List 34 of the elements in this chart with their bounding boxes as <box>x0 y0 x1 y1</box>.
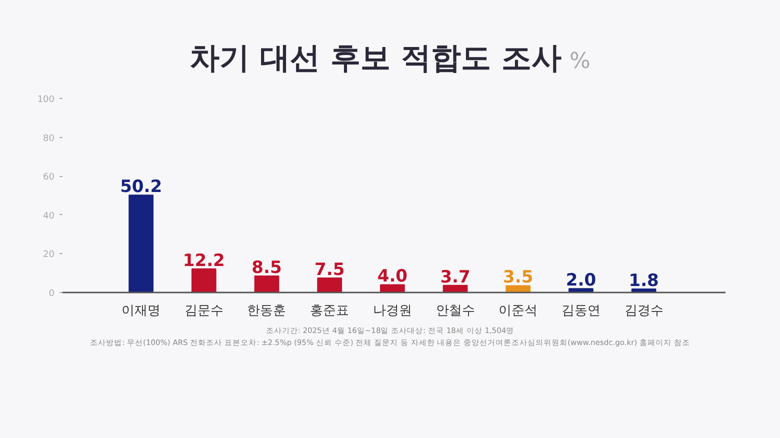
bar <box>568 288 594 292</box>
chart-subtitle: % <box>569 49 590 74</box>
bar <box>442 284 468 292</box>
chart-title: 차기 대선 후보 적합도 조사 <box>190 41 562 76</box>
y-tick-label: 80 <box>43 134 55 144</box>
x-tick-label: 김문수 <box>184 304 224 318</box>
x-tick-label: 이준석 <box>498 304 538 318</box>
data-label: 1.8 <box>628 271 659 292</box>
data-label: 3.7 <box>440 267 470 288</box>
bar <box>506 285 531 292</box>
y-tick-label: 0 <box>48 289 55 299</box>
bar <box>128 194 154 292</box>
y-tick-label: 40 <box>43 211 55 222</box>
data-label: 2.0 <box>566 270 596 291</box>
x-tick-label: 김동연 <box>561 304 600 318</box>
data-label: 50.2 <box>120 177 162 198</box>
data-label: 8.5 <box>252 258 282 278</box>
bar <box>191 268 216 292</box>
data-label: 4.0 <box>377 266 408 287</box>
x-tick-label: 안철수 <box>436 304 475 318</box>
x-tick-label: 이재명 <box>122 304 161 318</box>
data-label: 7.5 <box>314 260 345 280</box>
bar <box>254 276 280 292</box>
x-tick-label: 한동훈 <box>247 304 286 318</box>
data-label: 12.2 <box>182 250 225 271</box>
data-label: 3.5 <box>503 268 534 288</box>
x-tick-label: 홍준표 <box>310 304 350 318</box>
y-tick-label: 20 <box>43 250 55 260</box>
y-tick-label: 100 <box>37 95 55 105</box>
bar <box>317 277 342 292</box>
x-tick-label: 나경원 <box>372 304 412 318</box>
bar <box>380 284 405 292</box>
y-tick-label: 60 <box>43 172 55 183</box>
x-tick-label: 김경수 <box>624 304 664 318</box>
